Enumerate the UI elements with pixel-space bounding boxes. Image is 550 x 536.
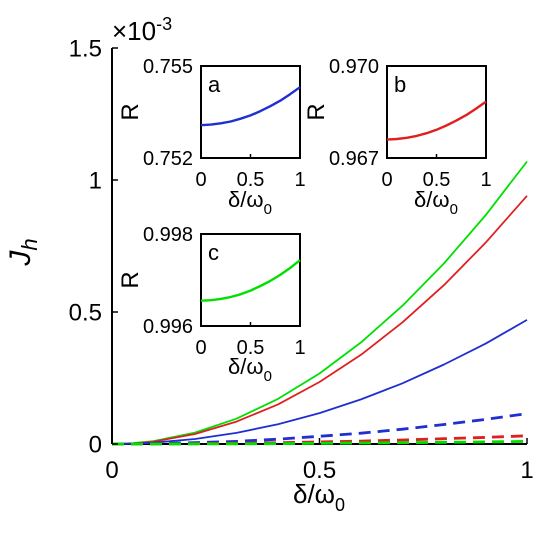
inset-b-xtick-label-1: 0.5 — [423, 169, 451, 191]
inset-a-xtick-label-0: 0 — [195, 169, 206, 191]
inset-a-series-group — [200, 86, 301, 127]
main-series-group — [111, 160, 528, 446]
inset-a-xtick-label-2: 1 — [294, 169, 305, 191]
main-ticks-group: 0 0.5 1 0 0.5 1 1.5 — [69, 35, 534, 484]
inset-b-series-group — [386, 100, 487, 141]
inset-b-ytick-label-1: 0.970 — [329, 56, 379, 78]
main-ytick-label-1: 0.5 — [69, 299, 102, 326]
inset-a-xlabel: δ/ω0 — [228, 187, 272, 218]
inset-c-panel-label: c — [208, 240, 219, 265]
inset-b-xlabel-sub: 0 — [450, 201, 458, 218]
inset-a-ylabel: R — [117, 103, 144, 120]
main-series-line-1-solid — [111, 195, 528, 445]
inset-a-xtick-label-1: 0.5 — [237, 169, 265, 191]
inset-a-ytick-label-1: 0.755 — [143, 56, 193, 78]
main-xtick-label-1: 0.5 — [303, 457, 336, 484]
inset-b-ticks-group: 0 0.5 1 0.967 0.970 — [329, 56, 492, 191]
main-ylabel-sub: h — [17, 238, 42, 250]
inset-c-frame — [200, 233, 301, 327]
inset-c-series-group — [200, 259, 301, 302]
inset-b-xtick-label-2: 1 — [480, 169, 491, 191]
main-series-line-3-dashed — [111, 412, 528, 446]
main-xtick-label-2: 1 — [520, 457, 533, 484]
inset-c-ticks-group: 0 0.5 1 0.996 0.998 — [143, 224, 306, 359]
inset-b-xlabel: δ/ω0 — [414, 187, 458, 218]
main-xlabel-sub: 0 — [335, 495, 345, 515]
main-xlabel: δ/ω0 — [293, 479, 345, 515]
main-ytick-label-0: 0 — [89, 431, 102, 458]
main-exponent-base: ×10 — [112, 16, 156, 46]
inset-b-series-line-0-solid — [386, 100, 487, 141]
inset-a-xlabel-sub: 0 — [264, 201, 272, 218]
inset-a-ticks-group: 0 0.5 1 0.752 0.755 — [143, 56, 306, 191]
inset-a-ytick-label-0: 0.752 — [143, 148, 193, 170]
inset-c-xtick-label-2: 1 — [294, 337, 305, 359]
inset-a-series-line-0-solid — [200, 86, 301, 127]
inset-a-panel-label: a — [208, 72, 221, 97]
main-exponent-power: -3 — [156, 14, 172, 34]
main-ylabel-main: J — [4, 250, 37, 267]
main-ytick-label-2: 1 — [89, 167, 102, 194]
inset-c-xlabel: δ/ω0 — [228, 354, 272, 385]
main-xlabel-main: δ/ω — [293, 479, 335, 509]
inset-b-ytick-label-0: 0.967 — [329, 148, 379, 170]
inset-c-ylabel: R — [117, 271, 144, 288]
inset-c-xtick-label-0: 0 — [195, 337, 206, 359]
inset-c-xlabel-main: δ/ω — [228, 354, 264, 379]
main-plot: 0 0.5 100.511.5 ×10-3 Jh δ/ω0 — [4, 14, 534, 515]
main-series-line-4-dashed — [111, 434, 528, 446]
main-ytick-label-3: 1.5 — [69, 35, 102, 62]
inset-a-xlabel-main: δ/ω — [228, 187, 264, 212]
inset-b-xtick-label-0: 0 — [381, 169, 392, 191]
inset-b-xlabel-main: δ/ω — [414, 187, 450, 212]
inset-c-xlabel-sub: 0 — [264, 368, 272, 385]
main-xtick-label-0: 0 — [105, 457, 118, 484]
inset-b-panel-label: b — [394, 72, 406, 97]
inset-a-frame — [200, 65, 301, 159]
main-exponent-label: ×10-3 — [112, 14, 172, 46]
main-ylabel: Jh — [4, 238, 42, 266]
main-series-line-5-dashed — [112, 440, 528, 446]
inset-c-ytick-label-1: 0.998 — [143, 224, 193, 246]
inset-c-ytick-label-0: 0.996 — [143, 316, 193, 338]
inset-c-xtick-label-1: 0.5 — [237, 337, 265, 359]
inset-c-series-line-0-solid — [200, 259, 301, 302]
inset-b-ylabel: R — [303, 103, 330, 120]
